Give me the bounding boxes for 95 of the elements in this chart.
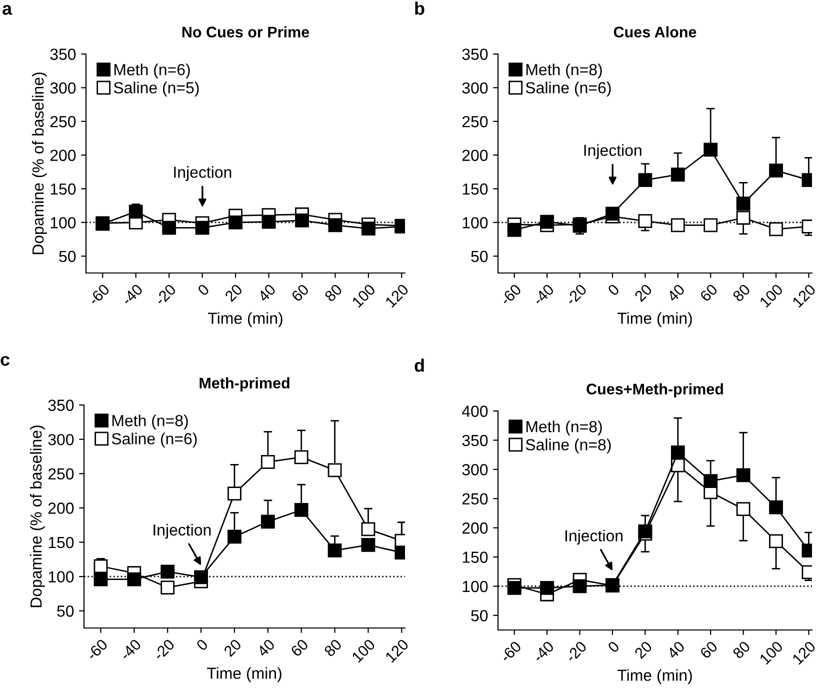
y-tick-label: 50	[471, 250, 488, 262]
x-tick-label: 0	[607, 640, 620, 654]
y-tick-label: 300	[50, 82, 76, 94]
chart-title: Cues Alone	[614, 26, 696, 38]
x-tick-label: 40	[257, 283, 276, 302]
x-tick-label: 20	[634, 640, 653, 660]
x-tick-label: 20	[224, 283, 244, 302]
x-tick-label: 120	[792, 283, 816, 308]
y-tick-label: 100	[48, 571, 74, 582]
x-tick-label: 0	[196, 638, 209, 652]
chart-title: No Cues or Prime	[182, 26, 310, 38]
x-tick-label: -40	[532, 283, 555, 306]
annotation: Injection	[174, 166, 232, 182]
annotation: Injection	[154, 524, 211, 539]
text: d	[414, 358, 424, 372]
y-tick-label: 250	[50, 116, 76, 128]
y-tick-label: 400	[462, 406, 488, 417]
annotation: Injection	[584, 144, 642, 160]
y-axis-title: Dopamine (% of baseline)	[32, 72, 47, 254]
y-tick-label: 50	[57, 605, 74, 617]
chart-title: Meth-primed	[200, 377, 290, 392]
x-tick-label: 40	[256, 638, 276, 658]
x-tick-label: 20	[223, 638, 242, 658]
x-axis-title: Time (min)	[618, 312, 692, 328]
x-tick-label: -40	[119, 638, 142, 661]
y-tick-label: 100	[462, 217, 488, 228]
y-tick-label: 100	[50, 217, 76, 228]
legend-label: Saline (n=6)	[526, 82, 611, 97]
y-tick-label: 350	[48, 400, 74, 411]
y-tick-label: 200	[48, 502, 74, 514]
x-tick-label: 120	[792, 640, 816, 665]
x-tick-label: 120	[384, 283, 410, 308]
x-tick-label: 120	[384, 638, 410, 663]
legend-label: Meth (n=8)	[112, 414, 188, 430]
y-tick-label: 200	[462, 522, 488, 534]
y-tick-label: 200	[462, 150, 488, 162]
x-tick-label: -20	[154, 283, 177, 306]
y-tick-label: 350	[50, 48, 76, 60]
x-tick-label: 40	[666, 283, 686, 302]
x-tick-label: 80	[324, 638, 342, 658]
text: a	[2, 4, 12, 15]
x-axis-title: Time (min)	[618, 669, 692, 684]
x-tick-label: -60	[500, 640, 522, 663]
x-tick-label: 60	[290, 638, 309, 658]
y-tick-label: 150	[48, 536, 74, 548]
legend-label: Meth (n=6)	[114, 64, 190, 78]
x-tick-label: 40	[666, 640, 686, 660]
annotation: Injection	[566, 530, 622, 545]
x-axis-title: Time (min)	[207, 667, 282, 682]
legend-label: Saline (n=5)	[114, 82, 199, 97]
x-tick-label: 80	[732, 283, 751, 302]
x-tick-label: 100	[352, 283, 376, 308]
y-tick-label: 300	[462, 464, 488, 476]
y-tick-label: 50	[59, 250, 76, 262]
text: c	[0, 356, 10, 366]
x-tick-label: 60	[699, 640, 718, 660]
y-tick-label: 200	[50, 150, 76, 162]
x-tick-label: -60	[86, 638, 108, 661]
x-tick-label: 20	[634, 283, 653, 302]
y-tick-label: 150	[50, 183, 76, 195]
chart-title: Cues+Meth-primed	[586, 383, 723, 398]
x-axis-title: Time (min)	[208, 312, 282, 328]
legend-label: Saline (n=8)	[526, 438, 611, 454]
x-tick-label: -40	[532, 640, 555, 663]
x-tick-label: 80	[324, 283, 343, 302]
legend-label: Meth (n=8)	[526, 420, 602, 436]
y-tick-label: 250	[48, 468, 74, 480]
legend-label: Saline (n=6)	[112, 432, 197, 448]
x-tick-label: 80	[732, 640, 751, 660]
x-tick-label: 100	[759, 283, 784, 308]
x-tick-label: -20	[564, 640, 588, 663]
x-tick-label: 100	[351, 638, 376, 663]
legend-label: Meth (n=8)	[526, 64, 602, 78]
x-tick-label: 100	[759, 640, 784, 665]
x-tick-label: -60	[500, 283, 522, 306]
y-tick-label: 300	[48, 434, 74, 446]
y-tick-label: 150	[462, 552, 488, 563]
x-tick-label: -20	[152, 638, 176, 661]
x-tick-label: 60	[699, 283, 718, 302]
y-tick-label: 350	[462, 48, 488, 60]
y-tick-label: 100	[462, 580, 488, 592]
y-tick-label: 50	[471, 610, 488, 622]
x-tick-label: -60	[88, 283, 110, 306]
y-axis-title: Dopamine (% of baseline)	[30, 426, 45, 608]
x-tick-label: 60	[290, 283, 310, 302]
x-tick-label: 0	[607, 283, 620, 296]
y-tick-label: 300	[462, 82, 488, 94]
text: b	[415, 2, 424, 15]
y-tick-label: 150	[462, 183, 488, 195]
y-tick-label: 250	[462, 493, 488, 505]
y-tick-label: 350	[462, 434, 488, 446]
y-tick-label: 250	[462, 116, 488, 128]
x-tick-label: -40	[120, 283, 144, 306]
x-tick-label: 0	[197, 283, 210, 296]
x-tick-label: -20	[564, 283, 588, 306]
